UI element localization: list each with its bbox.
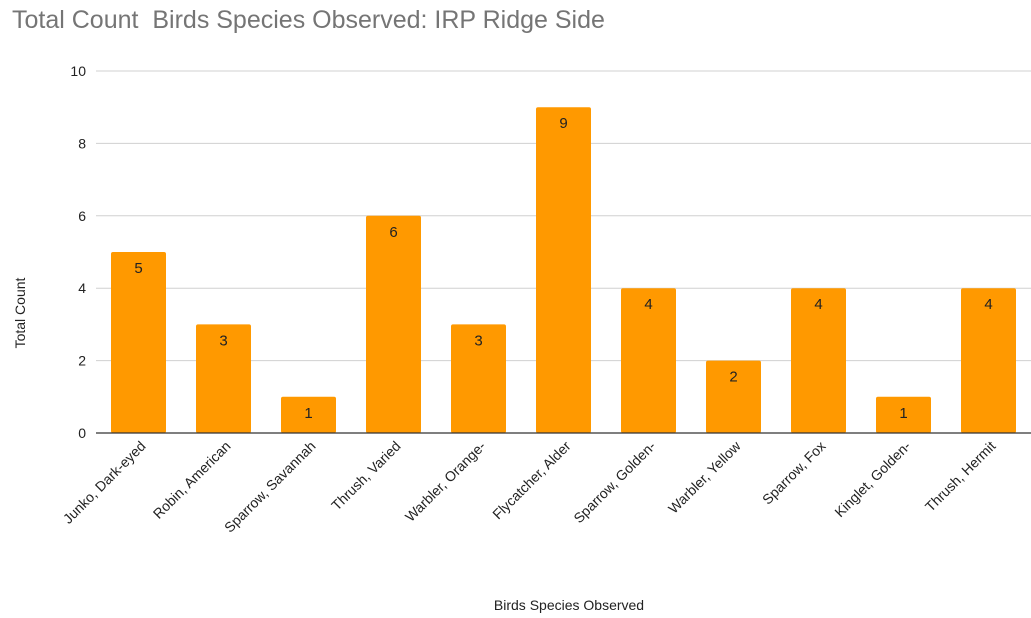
- bar: [876, 396, 931, 433]
- data-label: 6: [389, 224, 397, 241]
- data-label: 4: [644, 296, 652, 313]
- bar: [536, 107, 591, 433]
- x-tick-label: Sparrow, Fox: [759, 438, 829, 508]
- data-label: 3: [474, 332, 482, 349]
- x-axis-categories: Junko, Dark-eyed Robin, AmericanSparrow, …: [60, 437, 999, 535]
- data-label: 5: [134, 260, 142, 277]
- y-tick-label: 10: [70, 63, 86, 79]
- bar: [961, 288, 1016, 433]
- x-tick-label: Flycatcher, Alder: [489, 438, 574, 523]
- x-tick-label: Warbler, Orange-: [402, 438, 489, 525]
- x-tick-label: Sparrow, Golden-: [570, 438, 659, 527]
- bar: [196, 324, 251, 433]
- x-tick-label: Sparrow, Savannah: [221, 438, 319, 536]
- bar: [621, 288, 676, 433]
- data-label: 2: [729, 369, 737, 386]
- y-tick-label: 2: [78, 353, 86, 369]
- bar: [281, 396, 336, 433]
- data-label: 4: [814, 296, 822, 313]
- chart-title: Total Count Birds Species Observed: IRP …: [12, 6, 605, 34]
- data-label: 4: [984, 296, 992, 313]
- bar: [111, 252, 166, 433]
- y-tick-label: 8: [78, 135, 86, 151]
- data-label: 9: [559, 115, 567, 132]
- y-axis-ticks: 0 2 4 6 8 10: [70, 63, 86, 441]
- x-axis-title: Birds Species Observed: [494, 597, 644, 613]
- y-tick-label: 0: [78, 425, 86, 441]
- y-tick-label: 4: [78, 280, 86, 296]
- y-tick-label: 6: [78, 208, 86, 224]
- bar: [451, 324, 506, 433]
- data-label: 1: [304, 405, 312, 422]
- x-tick-label: Robin, American: [150, 438, 234, 522]
- bar: [706, 360, 761, 433]
- x-tick-label: Kinglet, Golden-: [831, 438, 914, 521]
- data-label: 1: [899, 405, 907, 422]
- y-axis-title: Total Count: [12, 277, 28, 348]
- x-tick-label: Thrush, Varied: [328, 438, 404, 514]
- data-label: 3: [219, 332, 227, 349]
- x-tick-label: Warbler, Yellow: [665, 437, 744, 516]
- x-tick-label: Junko, Dark-eyed: [60, 438, 149, 527]
- bar: [791, 288, 846, 433]
- bars: 5 3 1 6 3 9 4 2 4 1 4: [111, 107, 1016, 433]
- bar: [366, 215, 421, 433]
- x-tick-label: Thrush, Hermit: [922, 438, 999, 515]
